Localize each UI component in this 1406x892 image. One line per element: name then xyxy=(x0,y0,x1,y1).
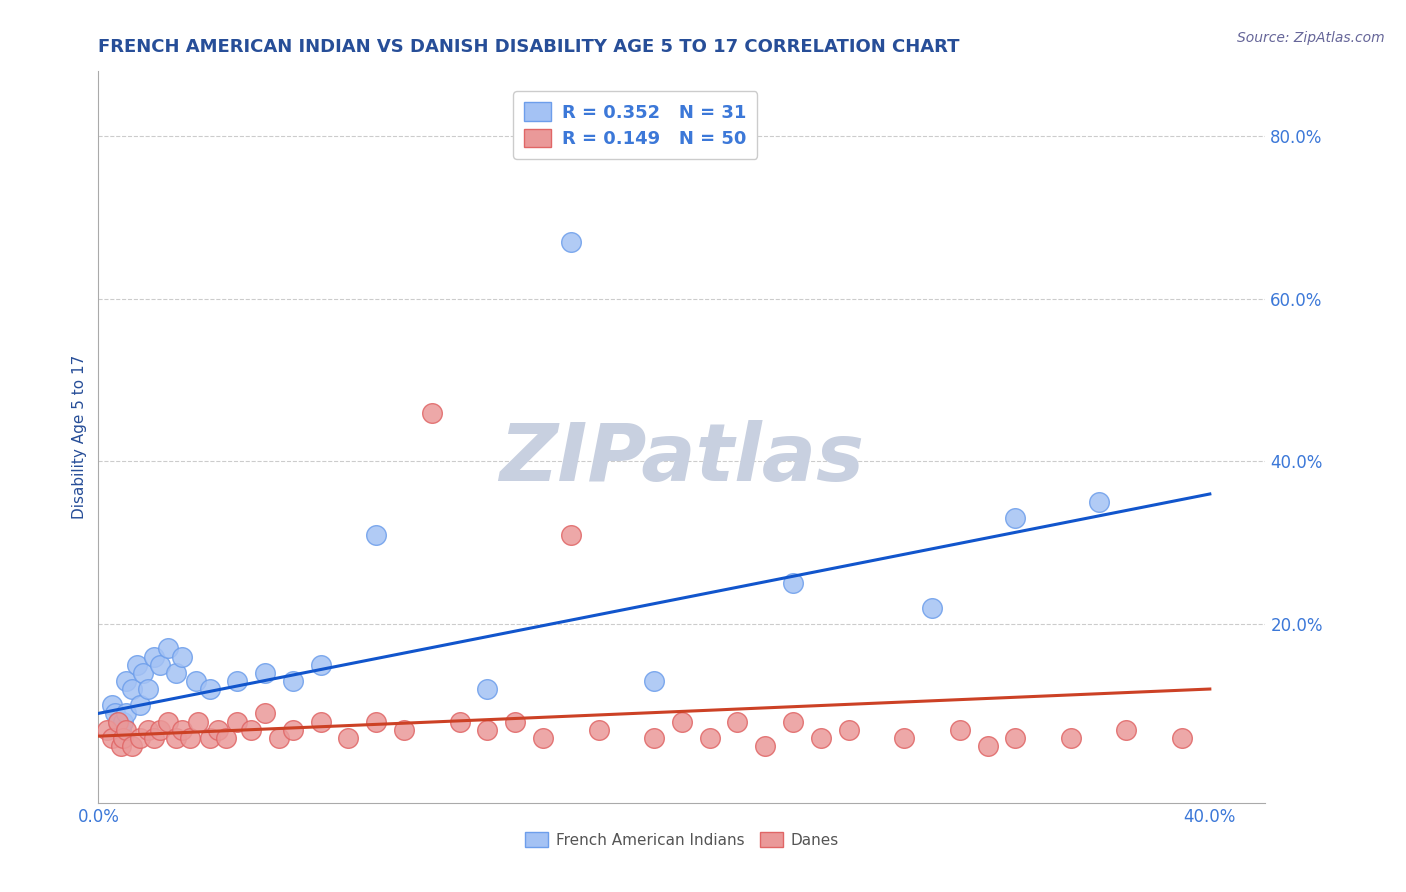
Point xyxy=(101,698,124,713)
Point xyxy=(503,714,526,729)
Point xyxy=(184,673,207,688)
Point xyxy=(477,723,499,737)
Point xyxy=(560,527,582,541)
Point xyxy=(267,731,290,745)
Point xyxy=(179,731,201,745)
Point xyxy=(449,714,471,729)
Point xyxy=(337,731,360,745)
Point xyxy=(129,731,152,745)
Point xyxy=(115,723,138,737)
Point xyxy=(1115,723,1137,737)
Point xyxy=(560,235,582,249)
Point xyxy=(1060,731,1083,745)
Point xyxy=(115,673,138,688)
Point xyxy=(588,723,610,737)
Point xyxy=(309,714,332,729)
Point xyxy=(107,714,129,729)
Point xyxy=(138,681,160,696)
Point xyxy=(129,698,152,713)
Point xyxy=(132,665,155,680)
Point xyxy=(309,657,332,672)
Point xyxy=(112,714,135,729)
Point xyxy=(215,731,238,745)
Point xyxy=(782,714,804,729)
Legend: French American Indians, Danes: French American Indians, Danes xyxy=(519,825,845,854)
Point xyxy=(838,723,860,737)
Point xyxy=(143,731,166,745)
Text: Source: ZipAtlas.com: Source: ZipAtlas.com xyxy=(1237,31,1385,45)
Point xyxy=(949,723,972,737)
Point xyxy=(156,714,179,729)
Point xyxy=(392,723,415,737)
Point xyxy=(281,723,304,737)
Point xyxy=(110,723,132,737)
Point xyxy=(104,706,127,721)
Point xyxy=(671,714,693,729)
Point xyxy=(165,731,187,745)
Point xyxy=(477,681,499,696)
Text: FRENCH AMERICAN INDIAN VS DANISH DISABILITY AGE 5 TO 17 CORRELATION CHART: FRENCH AMERICAN INDIAN VS DANISH DISABIL… xyxy=(98,38,960,56)
Point xyxy=(1087,495,1109,509)
Point xyxy=(170,649,193,664)
Y-axis label: Disability Age 5 to 17: Disability Age 5 to 17 xyxy=(72,355,87,519)
Point xyxy=(893,731,915,745)
Point xyxy=(810,731,832,745)
Point xyxy=(281,673,304,688)
Point xyxy=(1004,731,1026,745)
Point xyxy=(366,527,388,541)
Point xyxy=(531,731,554,745)
Point xyxy=(226,673,249,688)
Point xyxy=(643,731,665,745)
Point xyxy=(187,714,209,729)
Point xyxy=(112,731,135,745)
Point xyxy=(782,576,804,591)
Point xyxy=(240,723,263,737)
Point xyxy=(138,723,160,737)
Point xyxy=(127,657,149,672)
Point xyxy=(226,714,249,729)
Point xyxy=(207,723,229,737)
Point xyxy=(366,714,388,729)
Point xyxy=(115,706,138,721)
Point xyxy=(198,681,221,696)
Point xyxy=(148,723,170,737)
Point xyxy=(107,714,129,729)
Point xyxy=(110,739,132,753)
Point xyxy=(754,739,776,753)
Point xyxy=(156,641,179,656)
Point xyxy=(1171,731,1194,745)
Point xyxy=(254,706,277,721)
Point xyxy=(254,665,277,680)
Point xyxy=(1004,511,1026,525)
Point xyxy=(96,723,118,737)
Text: ZIPatlas: ZIPatlas xyxy=(499,420,865,498)
Point xyxy=(165,665,187,680)
Point xyxy=(976,739,998,753)
Point xyxy=(198,731,221,745)
Point xyxy=(420,406,443,420)
Point xyxy=(143,649,166,664)
Point xyxy=(921,600,943,615)
Point xyxy=(643,673,665,688)
Point xyxy=(699,731,721,745)
Point xyxy=(101,731,124,745)
Point xyxy=(727,714,749,729)
Point xyxy=(148,657,170,672)
Point xyxy=(121,681,143,696)
Point xyxy=(121,739,143,753)
Point xyxy=(170,723,193,737)
